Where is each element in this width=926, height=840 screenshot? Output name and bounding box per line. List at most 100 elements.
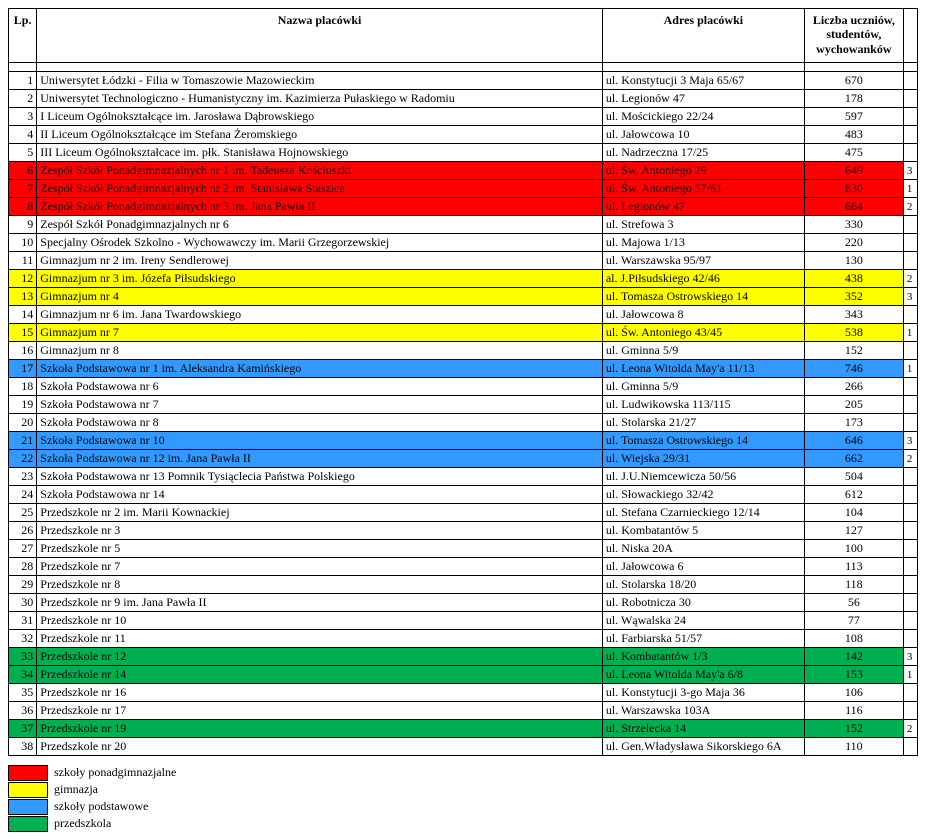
- cell-addr: ul. Słowackiego 32/42: [602, 486, 804, 504]
- cell-name: Przedszkole nr 5: [37, 540, 603, 558]
- cell-lp: 23: [9, 468, 37, 486]
- cell-extra: [903, 234, 917, 252]
- cell-count: 266: [804, 378, 903, 396]
- table-row: 35Przedszkole nr 16ul. Konstytucji 3-go …: [9, 684, 918, 702]
- cell-name: Przedszkole nr 11: [37, 630, 603, 648]
- cell-name: Uniwersytet Technologiczno - Humanistycz…: [37, 90, 603, 108]
- cell-addr: ul. Jałowcowa 8: [602, 306, 804, 324]
- table-row: 18Szkoła Podstawowa nr 6ul. Gminna 5/926…: [9, 378, 918, 396]
- cell-extra: [903, 144, 917, 162]
- cell-addr: ul. Kombatantów 5: [602, 522, 804, 540]
- cell-name: Gimnazjum nr 6 im. Jana Twardowskiego: [37, 306, 603, 324]
- cell-name: Przedszkole nr 12: [37, 648, 603, 666]
- cell-extra: [903, 702, 917, 720]
- cell-count: 110: [804, 738, 903, 756]
- cell-count: 646: [804, 432, 903, 450]
- cell-name: Przedszkole nr 17: [37, 702, 603, 720]
- cell-extra: [903, 504, 917, 522]
- cell-lp: 8: [9, 198, 37, 216]
- cell-name: Zespół Szkół Ponadgimnazjalnych nr 3 im.…: [37, 198, 603, 216]
- cell-name: Uniwersytet Łódzki - Filia w Tomaszowie …: [37, 72, 603, 90]
- cell-name: Szkoła Podstawowa nr 14: [37, 486, 603, 504]
- cell-lp: 29: [9, 576, 37, 594]
- table-row: 31Przedszkole nr 10ul. Wąwalska 2477: [9, 612, 918, 630]
- cell-name: I Liceum Ogólnokształcące im. Jarosława …: [37, 108, 603, 126]
- cell-count: 77: [804, 612, 903, 630]
- cell-extra: [903, 738, 917, 756]
- cell-lp: 30: [9, 594, 37, 612]
- cell-count: 142: [804, 648, 903, 666]
- cell-lp: 15: [9, 324, 37, 342]
- table-row: 30Przedszkole nr 9 im. Jana Pawła IIul. …: [9, 594, 918, 612]
- cell-addr: ul. Św. Antoniego 29: [602, 162, 804, 180]
- cell-lp: 27: [9, 540, 37, 558]
- cell-extra: [903, 558, 917, 576]
- cell-extra: 3: [903, 432, 917, 450]
- cell-lp: 16: [9, 342, 37, 360]
- cell-addr: ul. Farbiarska 51/57: [602, 630, 804, 648]
- cell-addr: ul. Nadrzeczna 17/25: [602, 144, 804, 162]
- table-row: 20Szkoła Podstawowa nr 8ul. Stolarska 21…: [9, 414, 918, 432]
- cell-lp: 10: [9, 234, 37, 252]
- table-row: 38Przedszkole nr 20ul. Gen.Władysława Si…: [9, 738, 918, 756]
- legend-swatch: [8, 782, 48, 798]
- header-lp: Lp.: [9, 9, 37, 63]
- cell-lp: 5: [9, 144, 37, 162]
- cell-name: Zespół Szkół Ponadgimnazjalnych nr 2 im.…: [37, 180, 603, 198]
- table-row: 16Gimnazjum nr 8ul. Gminna 5/9152: [9, 342, 918, 360]
- cell-lp: 38: [9, 738, 37, 756]
- cell-addr: ul. Ludwikowska 113/115: [602, 396, 804, 414]
- table-row: 5III Liceum Ogólnokształcace im. płk. St…: [9, 144, 918, 162]
- cell-extra: 2: [903, 720, 917, 738]
- cell-addr: ul. Tomasza Ostrowskiego 14: [602, 288, 804, 306]
- cell-name: Zespół Szkół Ponadgimnazjalnych nr 6: [37, 216, 603, 234]
- table-row: 14Gimnazjum nr 6 im. Jana Twardowskiegou…: [9, 306, 918, 324]
- cell-extra: [903, 576, 917, 594]
- cell-name: Przedszkole nr 2 im. Marii Kownackiej: [37, 504, 603, 522]
- table-row: 22Szkoła Podstawowa nr 12 im. Jana Pawła…: [9, 450, 918, 468]
- cell-extra: [903, 252, 917, 270]
- cell-addr: ul. Konstytucji 3 Maja 65/67: [602, 72, 804, 90]
- table-row: 6Zespół Szkół Ponadgimnazjalnych nr 1 im…: [9, 162, 918, 180]
- cell-extra: [903, 216, 917, 234]
- cell-lp: 6: [9, 162, 37, 180]
- cell-count: 113: [804, 558, 903, 576]
- cell-count: 343: [804, 306, 903, 324]
- header-addr: Adres placówki: [602, 9, 804, 63]
- cell-addr: ul. Konstytucji 3-go Maja 36: [602, 684, 804, 702]
- table-row: 7Zespół Szkół Ponadgimnazjalnych nr 2 im…: [9, 180, 918, 198]
- cell-name: Przedszkole nr 20: [37, 738, 603, 756]
- cell-addr: ul. Leona Witolda May'a 6/8: [602, 666, 804, 684]
- table-row: 21Szkoła Podstawowa nr 10ul. Tomasza Ost…: [9, 432, 918, 450]
- cell-name: Przedszkole nr 8: [37, 576, 603, 594]
- table-row: 23Szkoła Podstawowa nr 13 Pomnik Tysiącl…: [9, 468, 918, 486]
- cell-addr: ul. Gminna 5/9: [602, 378, 804, 396]
- cell-extra: 2: [903, 270, 917, 288]
- table-row: 25Przedszkole nr 2 im. Marii Kownackieju…: [9, 504, 918, 522]
- cell-addr: ul. Św. Antoniego 43/45: [602, 324, 804, 342]
- cell-lp: 35: [9, 684, 37, 702]
- cell-extra: 3: [903, 648, 917, 666]
- cell-lp: 31: [9, 612, 37, 630]
- cell-name: Szkoła Podstawowa nr 12 im. Jana Pawła I…: [37, 450, 603, 468]
- cell-extra: [903, 108, 917, 126]
- cell-lp: 2: [9, 90, 37, 108]
- legend-swatch: [8, 816, 48, 832]
- schools-table: Lp. Nazwa placówki Adres placówki Liczba…: [8, 8, 918, 756]
- cell-count: 118: [804, 576, 903, 594]
- table-row: 4II Liceum Ogólnokształcące im Stefana Ż…: [9, 126, 918, 144]
- cell-addr: ul. Jałowcowa 10: [602, 126, 804, 144]
- cell-count: 662: [804, 450, 903, 468]
- cell-addr: al. J.Piłsudskiego 42/46: [602, 270, 804, 288]
- cell-lp: 25: [9, 504, 37, 522]
- cell-name: Przedszkole nr 10: [37, 612, 603, 630]
- cell-count: 330: [804, 216, 903, 234]
- legend-row: szkoły podstawowe: [8, 798, 918, 815]
- table-row: 12Gimnazjum nr 3 im. Józefa Piłsudskiego…: [9, 270, 918, 288]
- cell-count: 220: [804, 234, 903, 252]
- cell-count: 649: [804, 162, 903, 180]
- cell-count: 152: [804, 720, 903, 738]
- cell-count: 612: [804, 486, 903, 504]
- cell-lp: 7: [9, 180, 37, 198]
- cell-name: Szkoła Podstawowa nr 8: [37, 414, 603, 432]
